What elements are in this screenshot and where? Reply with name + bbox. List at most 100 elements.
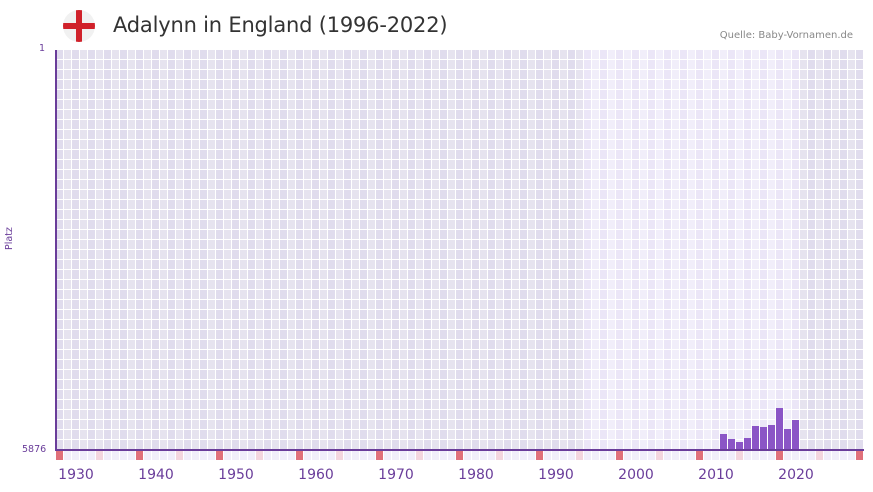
bar-2020[interactable]: [792, 419, 799, 450]
year-marker: [144, 451, 151, 460]
year-marker: [576, 451, 583, 460]
year-marker: [320, 451, 327, 460]
grid-column: [560, 50, 568, 450]
year-marker: [656, 451, 663, 460]
year-marker: [352, 451, 359, 460]
year-marker: [832, 451, 839, 460]
year-marker: [232, 451, 239, 460]
year-marker: [848, 451, 855, 460]
grid-column: [208, 50, 216, 450]
bar-2015[interactable]: [752, 426, 759, 450]
grid-column: [256, 50, 264, 450]
grid-column: [528, 50, 536, 450]
year-marker: [808, 451, 815, 460]
grid-column: [632, 50, 640, 450]
grid-column: [800, 50, 808, 450]
grid-column: [768, 50, 776, 450]
grid-column: [720, 50, 728, 450]
y-axis-top-label: 1: [39, 43, 46, 54]
chart-title: Adalynn in England (1996-2022): [113, 13, 448, 37]
year-marker: [568, 451, 575, 460]
year-marker: [216, 451, 223, 460]
year-marker: [328, 451, 335, 460]
x-axis-line: [55, 449, 864, 451]
grid-column: [160, 50, 168, 450]
grid-column: [408, 50, 416, 450]
year-marker: [584, 451, 591, 460]
bar-2017[interactable]: [768, 425, 775, 450]
bar-2012[interactable]: [728, 438, 735, 450]
year-marker: [200, 451, 207, 460]
grid-column: [760, 50, 768, 450]
grid-column: [112, 50, 120, 450]
grid-column: [312, 50, 320, 450]
grid-column: [712, 50, 720, 450]
year-marker: [664, 451, 671, 460]
bar-2014[interactable]: [744, 438, 751, 450]
grid-column: [616, 50, 624, 450]
year-marker: [816, 451, 823, 460]
year-marker: [192, 451, 199, 460]
grid-column: [72, 50, 80, 450]
year-marker: [96, 451, 103, 460]
grid-column: [288, 50, 296, 450]
y-axis-line: [55, 50, 57, 451]
grid-column: [680, 50, 688, 450]
grid-column: [568, 50, 576, 450]
grid-column: [520, 50, 528, 450]
year-marker: [264, 451, 271, 460]
grid-column: [464, 50, 472, 450]
bar-2016[interactable]: [760, 426, 767, 450]
year-marker: [536, 451, 543, 460]
x-tick-label: 1980: [458, 467, 494, 483]
grid-column: [456, 50, 464, 450]
year-marker: [528, 451, 535, 460]
year-marker: [288, 451, 295, 460]
year-marker: [768, 451, 775, 460]
grid-column: [696, 50, 704, 450]
grid-column: [856, 50, 864, 450]
grid-column: [688, 50, 696, 450]
grid-column: [120, 50, 128, 450]
grid-column: [152, 50, 160, 450]
year-marker: [560, 451, 567, 460]
grid-column: [656, 50, 664, 450]
england-flag-icon: [63, 10, 95, 42]
year-marker: [728, 451, 735, 460]
year-marker: [248, 451, 255, 460]
year-marker: [672, 451, 679, 460]
year-marker: [224, 451, 231, 460]
grid-column: [672, 50, 680, 450]
year-marker: [256, 451, 263, 460]
grid-column: [176, 50, 184, 450]
year-marker: [72, 451, 79, 460]
grid-column: [336, 50, 344, 450]
year-marker: [824, 451, 831, 460]
grid-column: [832, 50, 840, 450]
year-marker: [304, 451, 311, 460]
year-marker: [56, 451, 63, 460]
grid-column: [360, 50, 368, 450]
bar-2011[interactable]: [720, 434, 727, 450]
grid-column: [584, 50, 592, 450]
grid-column: [272, 50, 280, 450]
grid-column: [496, 50, 504, 450]
x-tick-label: 1930: [58, 467, 94, 483]
bar-2019[interactable]: [784, 428, 791, 450]
year-marker: [640, 451, 647, 460]
grid-column: [144, 50, 152, 450]
year-marker: [616, 451, 623, 460]
grid-column: [136, 50, 144, 450]
year-marker: [432, 451, 439, 460]
grid-column: [328, 50, 336, 450]
bar-2018[interactable]: [776, 407, 783, 450]
grid-column: [792, 50, 800, 450]
year-marker: [280, 451, 287, 460]
grid-column: [544, 50, 552, 450]
grid-column: [400, 50, 408, 450]
grid-column: [744, 50, 752, 450]
bar-2013[interactable]: [736, 441, 743, 450]
year-marker: [80, 451, 87, 460]
grid-column: [248, 50, 256, 450]
grid-column: [392, 50, 400, 450]
